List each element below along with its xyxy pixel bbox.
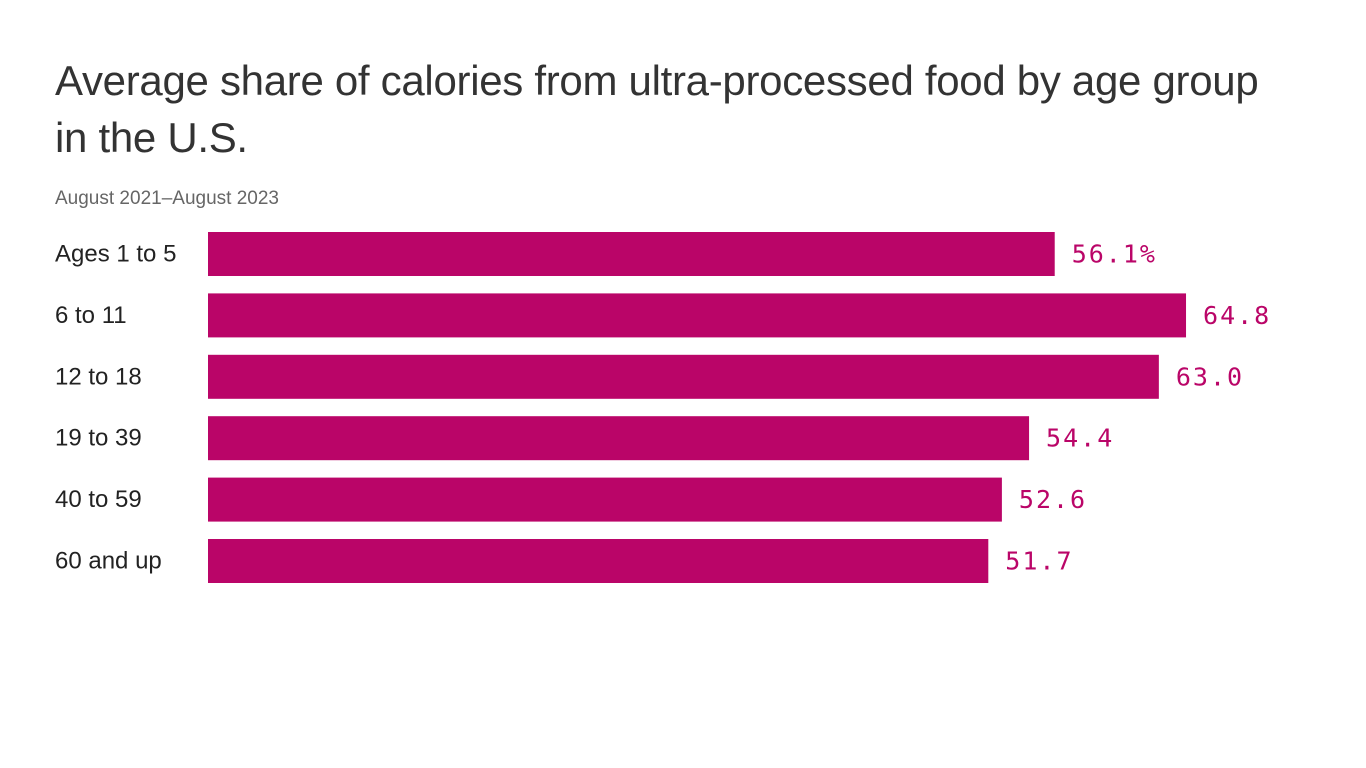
bar (208, 539, 989, 583)
value-label: 52.6 (1019, 485, 1087, 514)
value-label: 56.1% (1072, 240, 1157, 269)
bar (208, 416, 1030, 461)
category-label: 6 to 11 (55, 302, 127, 329)
value-label: 64.8 (1203, 301, 1271, 330)
bar (208, 477, 1002, 522)
value-label: 54.4 (1046, 424, 1114, 453)
value-label: 51.7 (1005, 547, 1073, 576)
chart-subtitle: August 2021–August 2023 (55, 188, 279, 209)
category-label: Ages 1 to 5 (55, 241, 176, 268)
category-label: 60 and up (55, 548, 162, 575)
bar (208, 293, 1187, 338)
bar (208, 232, 1055, 276)
category-label: 12 to 18 (55, 363, 142, 390)
category-label: 40 to 59 (55, 486, 142, 513)
bar (208, 354, 1159, 399)
chart-title: Average share of calories from ultra-pro… (55, 57, 1259, 161)
value-label: 63.0 (1176, 362, 1244, 391)
category-label: 19 to 39 (55, 425, 142, 452)
